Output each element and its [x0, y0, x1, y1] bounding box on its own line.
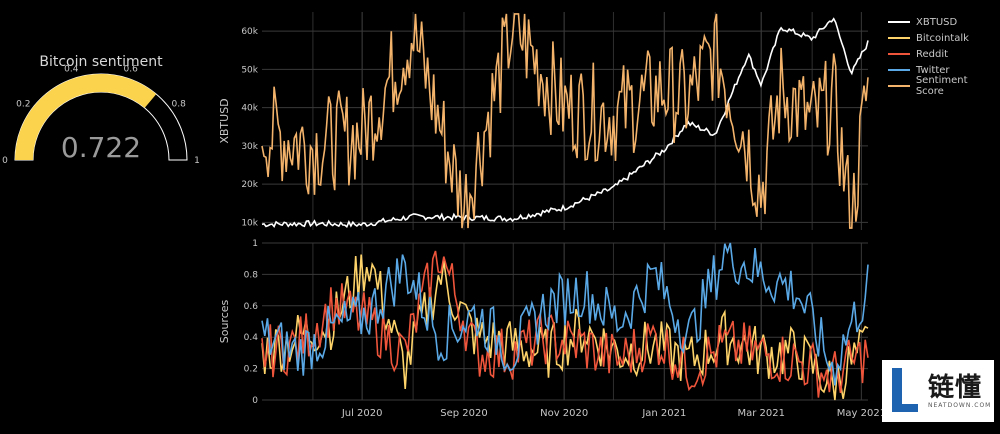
sentiment-gauge: Bitcoin sentiment 0 0.2 0.4 0.6 0.8 1 0.722 [0, 40, 210, 180]
y-tick-label: 30k [241, 142, 258, 152]
series-line-xbtusd [261, 17, 869, 229]
legend-swatch [888, 21, 910, 23]
y-tick-label: 0.2 [244, 365, 258, 375]
y-tick-label: 20k [241, 180, 258, 190]
chart-area: Jul 2020 Sep 2020 Nov 2020 Jan 2021 Mar 2021… [210, 0, 890, 430]
y-tick-label: 50k [241, 65, 258, 75]
x-tick-label: Jul 2020 [341, 408, 383, 419]
watermark-logo: 链懂 NEATDOWN.COM [882, 360, 994, 422]
y-tick-label: 40k [241, 104, 258, 114]
y-tick-label: 60k [241, 27, 258, 37]
legend-label: Sentiment Score [915, 75, 968, 97]
gauge-value: 0.722 [61, 131, 141, 164]
legend-item-twitter[interactable]: Twitter [888, 62, 998, 78]
legend-label: Twitter [916, 64, 950, 76]
logo-l-icon [888, 366, 922, 416]
logo-text: 链懂 NEATDOWN.COM [928, 372, 992, 409]
charts-svg: Jul 2020 Sep 2020 Nov 2020 Jan 2021 Mar 2021… [218, 12, 886, 419]
y-tick-label: 1 [252, 239, 258, 249]
y-axis-label: Sources [218, 299, 231, 343]
y-tick-label: 0.4 [244, 333, 259, 343]
y-tick-label: 0.8 [244, 270, 259, 280]
x-tick-label: Sep 2020 [440, 408, 487, 419]
y-axis-label: XBTUSD [218, 98, 231, 143]
series-line-reddit [261, 250, 869, 398]
gauge-svg: Bitcoin sentiment 0 0.2 0.4 0.6 0.8 1 0.722 [2, 54, 200, 166]
legend-label: Reddit [916, 48, 949, 60]
gauge-title: Bitcoin sentiment [39, 54, 163, 70]
gauge-bar [15, 73, 157, 160]
y-tick-label: 0.6 [244, 302, 259, 312]
x-tick-label: Mar 2021 [738, 408, 786, 419]
legend-label: Bitcointalk [916, 32, 969, 44]
legend-item-xbtusd[interactable]: XBTUSD [888, 14, 998, 30]
x-tick-label: Jan 2021 [641, 408, 686, 419]
legend-item-bitcointalk[interactable]: Bitcointalk [888, 30, 998, 46]
x-tick-label: May 2021 [837, 408, 886, 419]
series-line-sentiment-score [261, 13, 869, 229]
y-tick-label: 10k [241, 218, 258, 228]
gauge-tick-label: 0.8 [172, 100, 187, 110]
legend-swatch [888, 37, 910, 39]
x-tick-label: Nov 2020 [540, 408, 588, 419]
legend-swatch [888, 85, 910, 87]
gauge-ticks: 0 0.2 0.4 0.6 0.8 1 [2, 65, 200, 166]
gauge-tick-label: 0.6 [124, 65, 139, 75]
gauge-tick-label: 0.4 [64, 65, 79, 75]
series-line-bitcointalk [261, 254, 869, 401]
legend-label: XBTUSD [916, 16, 958, 28]
legend-item-sentiment-score[interactable]: Sentiment Score [888, 75, 998, 97]
legend-item-reddit[interactable]: Reddit [888, 46, 998, 62]
gauge-tick-label: 0.2 [16, 100, 30, 110]
gauge-tick-label: 1 [194, 156, 200, 166]
legend-swatch [888, 53, 910, 55]
series-line-twitter [261, 242, 869, 386]
gauge-tick-label: 0 [2, 156, 8, 166]
legend[interactable]: XBTUSD Bitcointalk Reddit Twitter Sentiment … [888, 14, 998, 97]
y-tick-label: 0 [252, 396, 258, 406]
legend-swatch [888, 69, 910, 71]
